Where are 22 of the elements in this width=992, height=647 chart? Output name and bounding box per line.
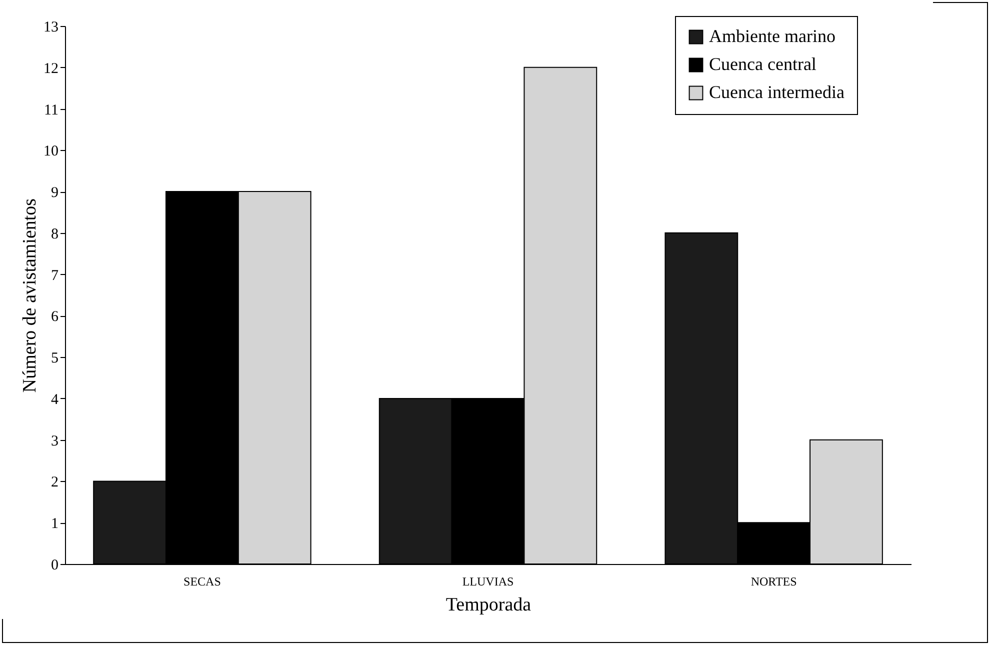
x-axis-title: Temporada — [446, 594, 532, 616]
y-tick-label: 12 — [44, 60, 58, 77]
y-axis-title: Número de avistamientos — [20, 198, 40, 393]
y-tick-label: 8 — [51, 226, 58, 242]
legend-label: Cuenca central — [709, 54, 816, 74]
y-tick-label: 6 — [51, 309, 59, 326]
y-tick-label: 0 — [51, 558, 58, 574]
x-tick-label: NORTES — [750, 574, 797, 588]
y-tick-label: 10 — [44, 144, 58, 160]
y-tick-label: 13 — [44, 20, 58, 36]
y-tick-label: 1 — [51, 516, 58, 532]
legend-label: Cuenca intermedia — [709, 82, 844, 102]
x-tick-label: LLUVIAS — [462, 574, 514, 588]
x-tick-label: SECAS — [184, 574, 221, 588]
y-tick-label: 5 — [51, 350, 58, 367]
y-tick-label: 2 — [51, 474, 58, 491]
y-tick-label: 11 — [44, 102, 58, 118]
legend-label: Ambiente marino — [709, 26, 836, 46]
y-tick-label: 9 — [51, 185, 58, 202]
y-tick-label: 3 — [51, 433, 58, 450]
y-tick-label: 7 — [51, 268, 59, 284]
y-tick-label: 4 — [51, 392, 59, 408]
